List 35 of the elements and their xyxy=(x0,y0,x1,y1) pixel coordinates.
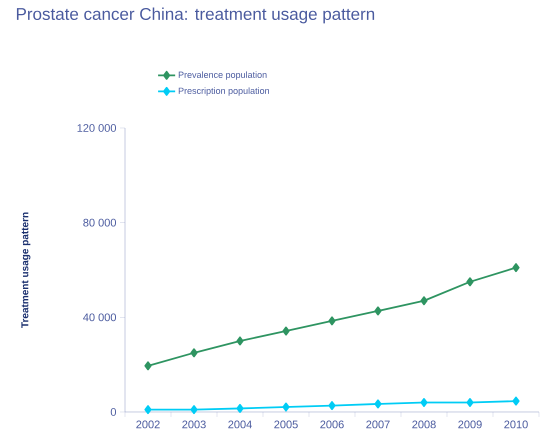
point xyxy=(328,316,336,326)
y-tick-label: 40 000 xyxy=(83,313,116,322)
point xyxy=(190,348,198,358)
point xyxy=(190,405,198,414)
x-tick-label: 2003 xyxy=(182,420,206,428)
point xyxy=(374,306,382,316)
point xyxy=(420,398,428,408)
x-tick-label: 2002 xyxy=(136,420,160,428)
x-tick-label: 2010 xyxy=(504,420,528,428)
y-axis-title: Treatment usage pattern xyxy=(21,212,30,328)
point xyxy=(236,404,244,413)
point xyxy=(144,405,152,414)
point xyxy=(144,361,152,370)
x-tick-label: 2008 xyxy=(412,420,436,428)
point xyxy=(512,396,520,406)
point xyxy=(282,402,290,412)
legend-label: Prescription population xyxy=(178,87,270,96)
point xyxy=(236,336,244,346)
x-tick-label: 2009 xyxy=(458,420,482,428)
x-tick-label: 2006 xyxy=(320,420,344,428)
point xyxy=(420,296,428,306)
legend-label: Prevalence population xyxy=(178,71,267,80)
y-tick-label: 80 000 xyxy=(83,218,116,227)
x-tick-label: 2007 xyxy=(366,420,390,428)
x-tick-label: 2005 xyxy=(274,420,298,428)
point xyxy=(282,326,290,336)
chart-title: Prostate cancer China: treatment usage pattern xyxy=(16,8,374,24)
y-tick-label: 0 xyxy=(110,408,116,416)
x-tick-label: 2004 xyxy=(228,420,252,428)
point xyxy=(512,263,520,272)
point xyxy=(328,401,336,410)
y-tick-label: 120 000 xyxy=(78,124,116,132)
point xyxy=(466,398,474,408)
point xyxy=(374,399,382,408)
point xyxy=(466,277,474,286)
